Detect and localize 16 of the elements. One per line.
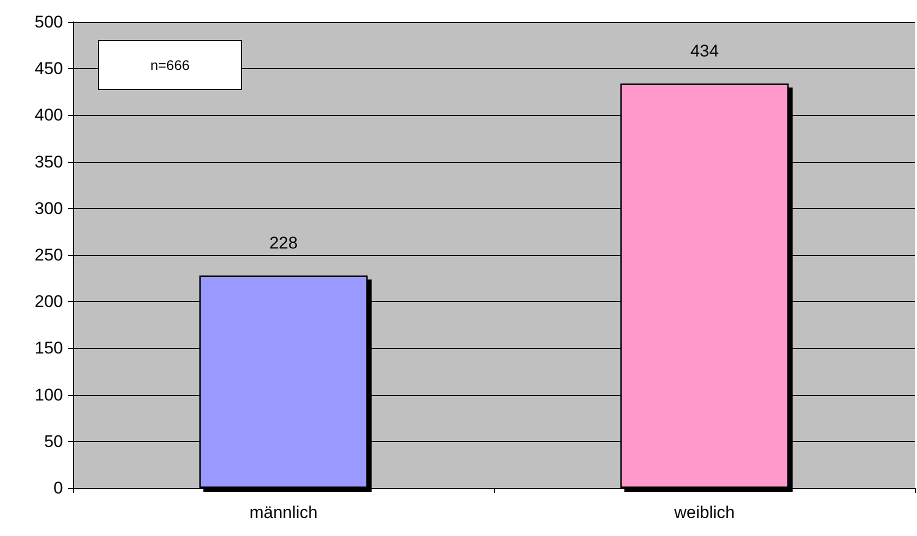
y-tick-label: 450: [34, 59, 63, 78]
y-tick-label: 500: [34, 12, 63, 32]
y-tick-label: 150: [34, 338, 63, 358]
y-tick-label: 100: [34, 385, 63, 404]
data-label: 228: [269, 234, 298, 253]
y-tick-label: 400: [34, 106, 63, 125]
y-tick-label: 300: [34, 198, 63, 218]
y-tick-label: 50: [44, 432, 63, 451]
x-tick-label: männlich: [249, 503, 318, 522]
x-tick-label: weiblich: [673, 503, 735, 522]
y-tick-label: 350: [34, 152, 63, 172]
data-label: 434: [690, 42, 719, 61]
y-tick-label: 200: [34, 292, 63, 312]
y-tick-label: 250: [34, 246, 63, 264]
note-box: n=666: [98, 40, 242, 90]
y-tick-label: 0: [54, 478, 63, 498]
